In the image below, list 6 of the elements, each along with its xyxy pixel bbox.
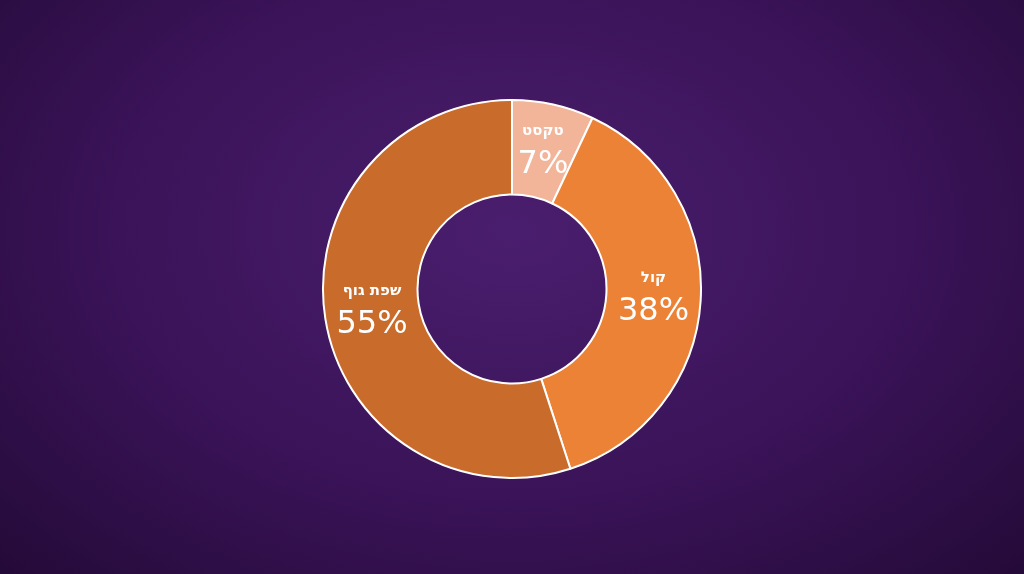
slice-label: טקסט	[522, 120, 564, 139]
data-label: 55%	[336, 303, 408, 342]
data-label: 38%	[617, 290, 690, 329]
slice-label: שפת גוף	[342, 281, 402, 300]
slice-label: קול	[640, 267, 667, 286]
data-label: 7%	[517, 142, 569, 181]
